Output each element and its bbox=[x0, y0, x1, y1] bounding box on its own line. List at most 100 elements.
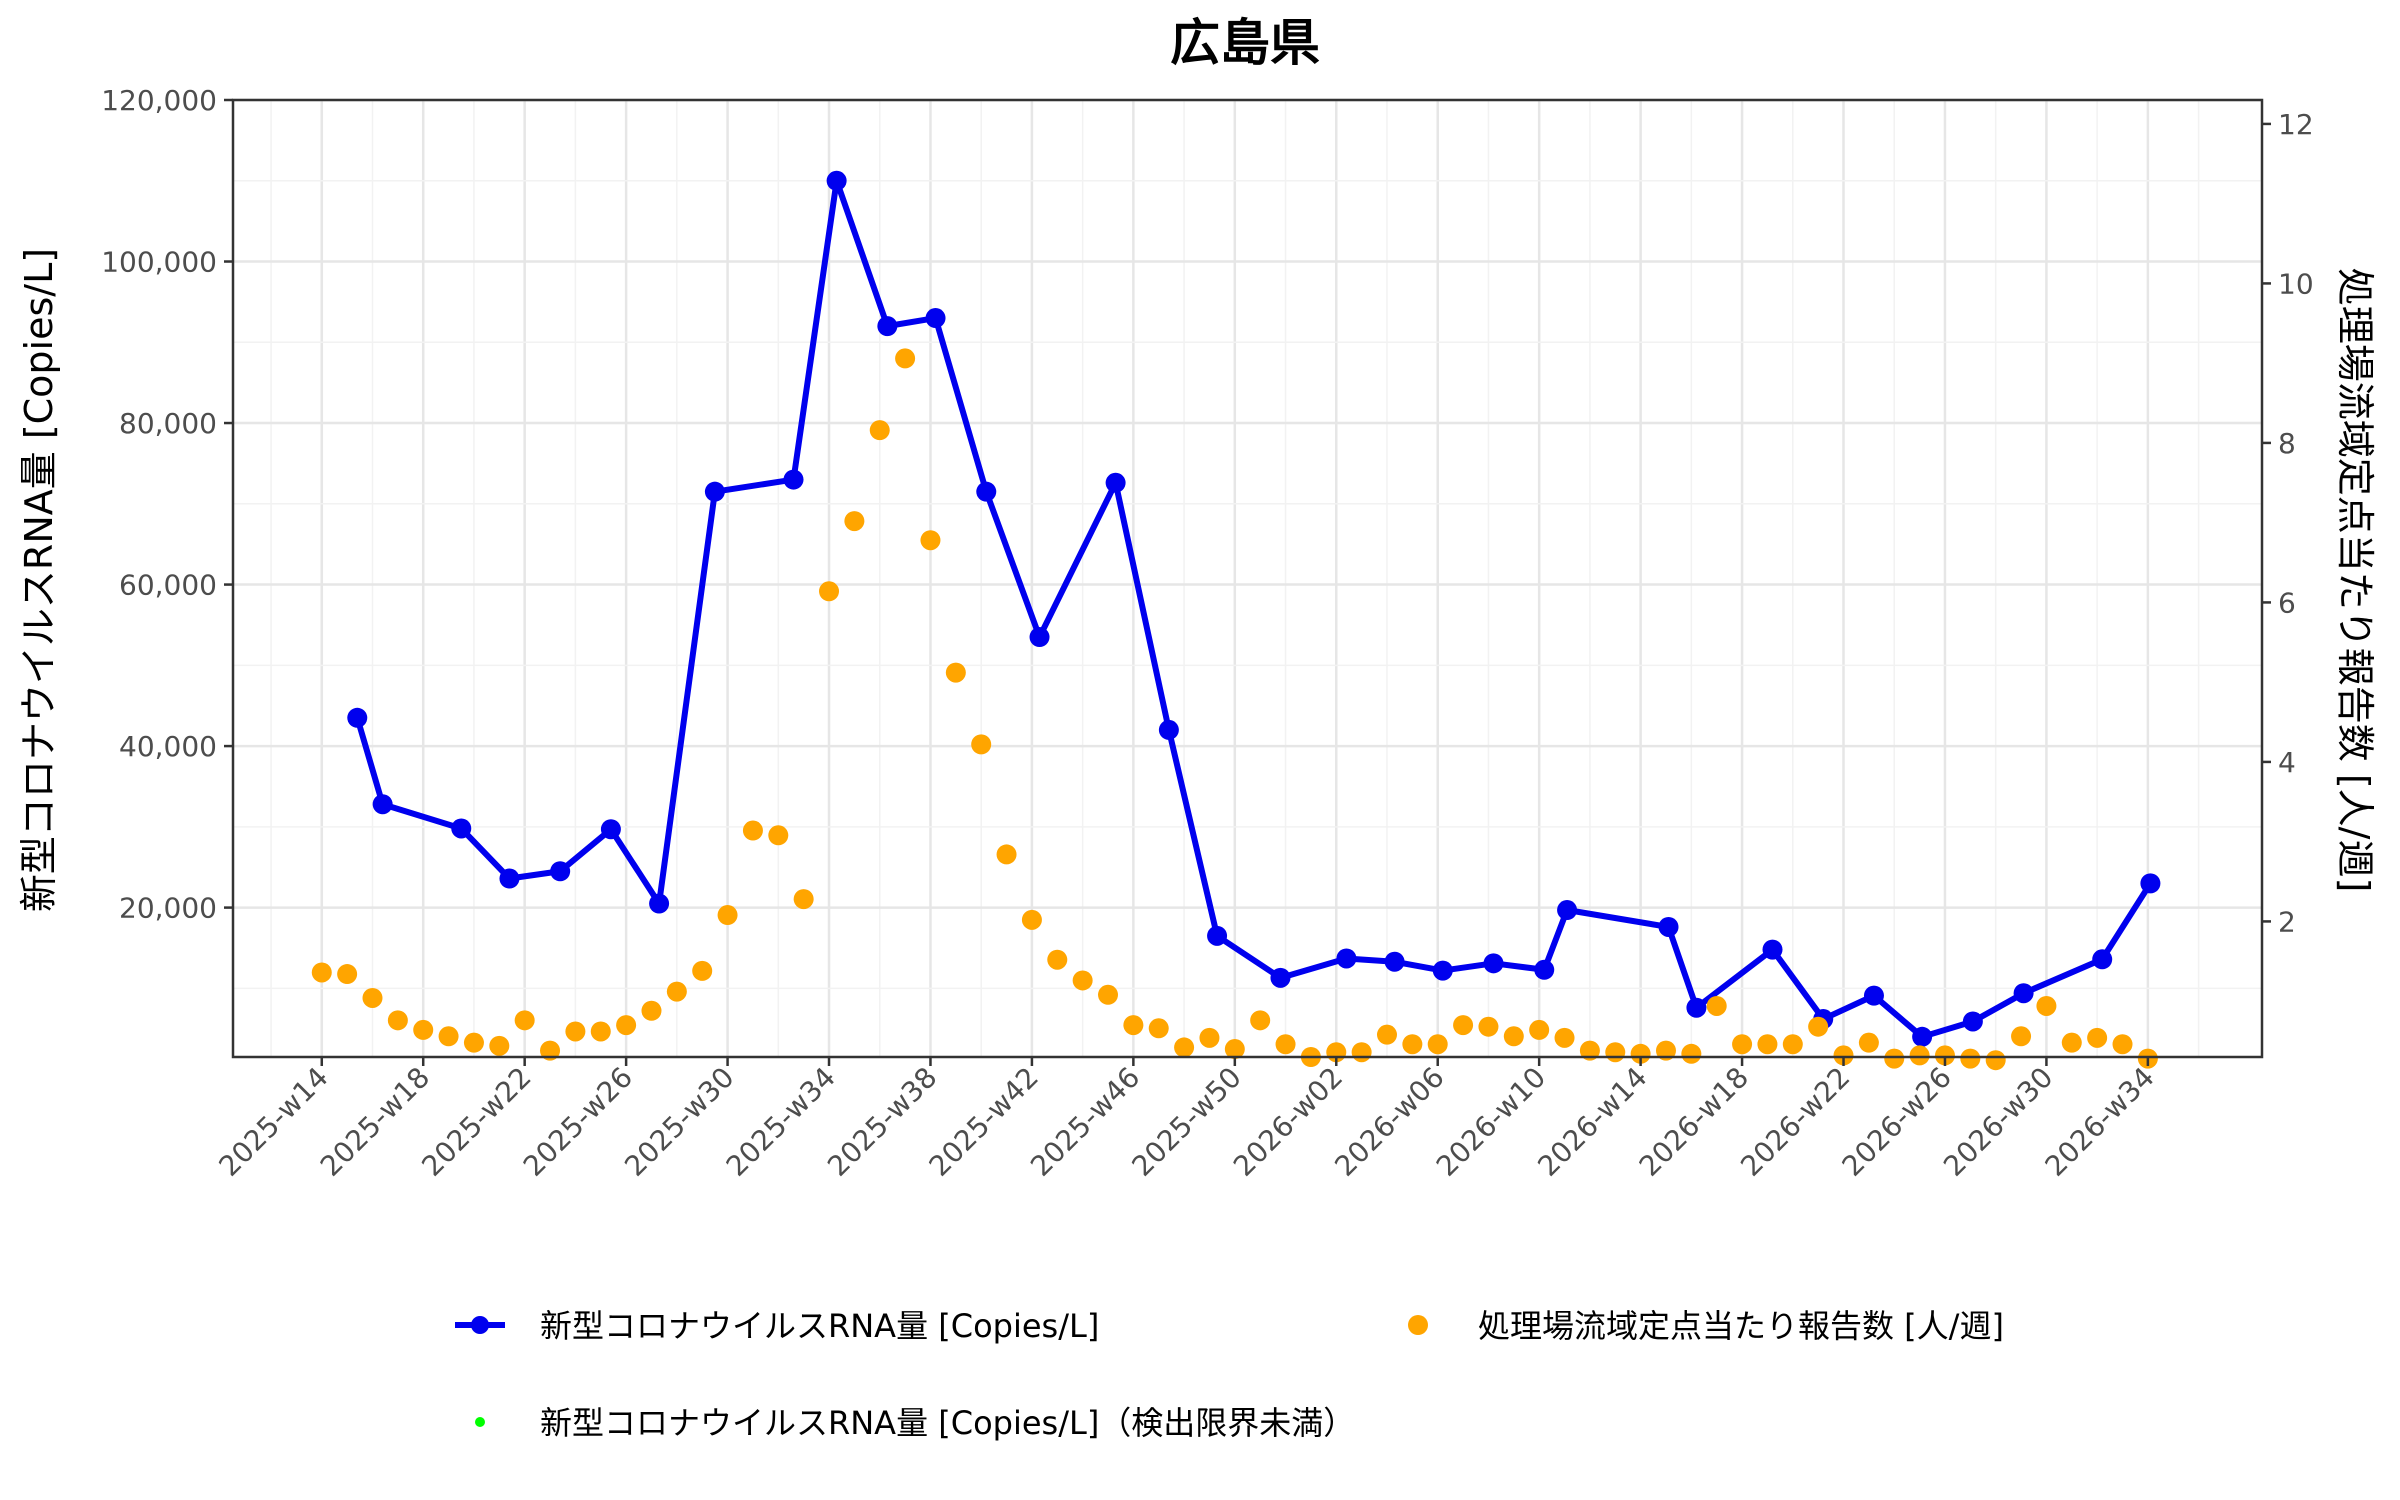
chart-title: 広島県 bbox=[1170, 14, 1320, 72]
left-axis-ticks: 20,000 40,000 60,000 80,000 100,000 120,000 bbox=[101, 84, 233, 925]
legend-marker-reports bbox=[1408, 1315, 1428, 1335]
report-point bbox=[717, 905, 738, 926]
report-point bbox=[1884, 1048, 1905, 1069]
rna-point bbox=[2013, 983, 2034, 1004]
report-point bbox=[1655, 1040, 1676, 1061]
rna-point bbox=[649, 893, 670, 914]
rna-point bbox=[1105, 472, 1126, 493]
rna-point bbox=[451, 818, 472, 839]
report-point bbox=[1275, 1034, 1296, 1055]
rna-point bbox=[550, 861, 571, 882]
report-point bbox=[1605, 1042, 1626, 1063]
rna-point bbox=[783, 469, 804, 490]
report-point bbox=[590, 1021, 611, 1042]
rna-point bbox=[1432, 960, 1453, 981]
rna-point bbox=[925, 308, 946, 329]
report-point bbox=[1123, 1015, 1144, 1036]
y-tick-label: 120,000 bbox=[101, 84, 217, 117]
legend-marker-rna bbox=[471, 1316, 489, 1334]
y2-tick-label: 12 bbox=[2278, 108, 2314, 141]
rna-point bbox=[704, 481, 725, 502]
report-point bbox=[819, 581, 840, 602]
report-point bbox=[1681, 1043, 1702, 1064]
rna-point bbox=[372, 794, 393, 815]
report-point bbox=[1072, 970, 1093, 991]
right-axis-ticks: 2 4 6 8 10 12 bbox=[2262, 108, 2314, 938]
report-point bbox=[489, 1035, 510, 1056]
report-point bbox=[1732, 1034, 1753, 1055]
report-point bbox=[1858, 1032, 1879, 1053]
report-point bbox=[768, 825, 789, 846]
rna-point bbox=[1557, 900, 1578, 921]
rna-point bbox=[976, 481, 997, 502]
y2-tick-label: 6 bbox=[2278, 586, 2296, 619]
report-point bbox=[869, 420, 890, 441]
report-point bbox=[1554, 1027, 1575, 1048]
report-point bbox=[1427, 1034, 1448, 1055]
y2-tick-label: 4 bbox=[2278, 746, 2296, 779]
rna-point bbox=[1207, 925, 1228, 946]
report-point bbox=[387, 1010, 408, 1031]
report-point bbox=[1174, 1037, 1195, 1058]
rna-point bbox=[1658, 916, 1679, 937]
rna-point bbox=[2092, 949, 2113, 970]
report-point bbox=[1808, 1016, 1829, 1037]
y-tick-label: 100,000 bbox=[101, 246, 217, 279]
y-tick-label: 80,000 bbox=[119, 407, 217, 440]
y2-tick-label: 2 bbox=[2278, 905, 2296, 938]
rna-point bbox=[1384, 951, 1405, 972]
rna-point bbox=[499, 868, 520, 889]
report-point bbox=[2061, 1032, 2082, 1053]
report-point bbox=[1985, 1050, 2006, 1071]
report-point bbox=[463, 1032, 484, 1053]
report-point bbox=[1503, 1026, 1524, 1047]
report-point bbox=[920, 530, 941, 551]
report-point bbox=[2087, 1027, 2108, 1048]
rna-point bbox=[1029, 627, 1050, 648]
rna-point bbox=[1336, 948, 1357, 969]
rna-point bbox=[2140, 873, 2161, 894]
rna-point bbox=[1863, 985, 1884, 1006]
report-point bbox=[1351, 1042, 1372, 1063]
y-tick-label: 40,000 bbox=[119, 730, 217, 763]
report-point bbox=[1757, 1034, 1778, 1055]
legend-label-reports: 処理場流域定点当たり報告数 [人/週] bbox=[1478, 1307, 2004, 1345]
legend-label-rna: 新型コロナウイルスRNA量 [Copies/L] bbox=[540, 1307, 1099, 1345]
rna-line bbox=[354, 177, 2153, 1040]
legend-marker-below-limit bbox=[475, 1417, 485, 1427]
rna-series bbox=[347, 170, 2161, 1047]
report-point bbox=[1960, 1048, 1981, 1069]
report-point bbox=[1934, 1045, 1955, 1066]
report-point bbox=[438, 1026, 459, 1047]
rna-point bbox=[1534, 959, 1555, 980]
report-point bbox=[1478, 1016, 1499, 1037]
report-point bbox=[1047, 949, 1068, 970]
report-point bbox=[1021, 909, 1042, 930]
report-point bbox=[413, 1019, 434, 1040]
report-point bbox=[1376, 1024, 1397, 1045]
report-point bbox=[2011, 1026, 2032, 1047]
report-point bbox=[641, 1000, 662, 1021]
y-tick-label: 20,000 bbox=[119, 892, 217, 925]
report-point bbox=[996, 844, 1017, 865]
rna-point bbox=[1158, 719, 1179, 740]
report-point bbox=[2112, 1034, 2133, 1055]
report-point bbox=[514, 1010, 535, 1031]
right-axis-title: 処理場流域定点当たり報告数 [人/週] bbox=[2333, 268, 2377, 893]
report-point bbox=[1706, 995, 1727, 1016]
rna-point bbox=[1686, 997, 1707, 1018]
report-point bbox=[1199, 1027, 1220, 1048]
report-point bbox=[1833, 1045, 1854, 1066]
report-point bbox=[1402, 1034, 1423, 1055]
report-point bbox=[1909, 1045, 1930, 1066]
y-tick-label: 60,000 bbox=[119, 569, 217, 602]
rna-point bbox=[1762, 939, 1783, 960]
legend-label-below-limit: 新型コロナウイルスRNA量 [Copies/L]（検出限界未満） bbox=[540, 1404, 1355, 1442]
report-point bbox=[1579, 1040, 1600, 1061]
report-point bbox=[311, 962, 332, 983]
report-point bbox=[362, 987, 383, 1008]
report-point bbox=[793, 889, 814, 910]
report-point bbox=[1148, 1018, 1169, 1039]
